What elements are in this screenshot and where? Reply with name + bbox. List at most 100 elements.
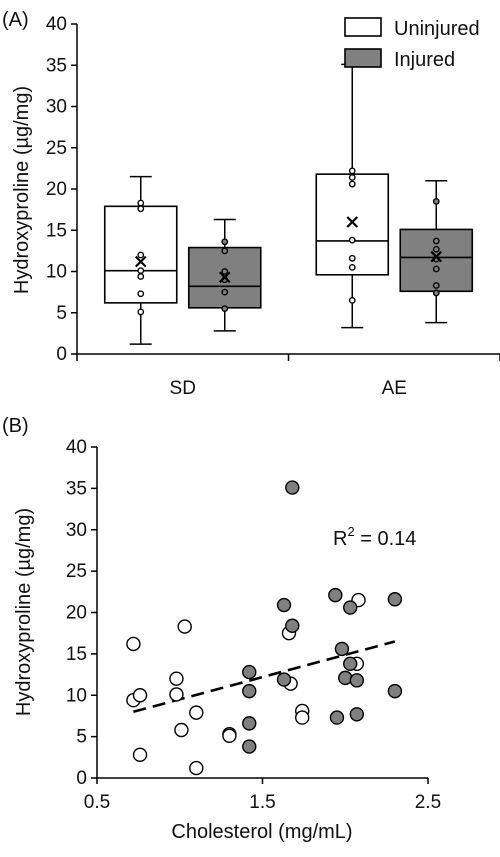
data-point: [137, 273, 145, 280]
y-tick-label: 35: [46, 55, 67, 76]
scatter-point-open: [189, 705, 204, 720]
panel-b-x-axis: 0.5 1.5 2.5: [84, 777, 441, 813]
box-uninjured-sd: [103, 175, 178, 345]
scatter-point-filled: [276, 672, 292, 687]
y-tick-label: 30: [66, 520, 87, 541]
data-point: [348, 167, 356, 175]
data-point: [137, 199, 145, 207]
scatter-point-open: [126, 636, 141, 652]
scatter-point-open: [189, 760, 204, 776]
data-point: [348, 180, 356, 188]
data-point: [348, 236, 356, 244]
data-point: [137, 205, 145, 213]
scatter-point-filled: [242, 683, 257, 699]
x-tick-label: SD: [170, 378, 196, 399]
x-tick-label: 1.5: [249, 792, 275, 813]
panel-b-x-axis-label: Cholesterol (mg/mL): [171, 821, 352, 843]
y-tick-label: 20: [46, 179, 67, 200]
data-point: [432, 289, 440, 297]
scatter-points: [126, 480, 403, 776]
panel-b-y-axis: 0 5 10 15 20 25 30 35 40: [66, 437, 98, 789]
data-point: [221, 288, 229, 296]
scatter-point-filled: [349, 673, 365, 688]
panel-a-label: (A): [2, 9, 29, 31]
data-point: [221, 238, 229, 246]
y-tick-label: 5: [56, 303, 67, 324]
y-tick-label: 5: [76, 727, 87, 748]
y-tick-label: 20: [66, 603, 87, 624]
panel-b-y-axis-label: Hydroxyproline (µg/mg): [13, 508, 35, 716]
scatter-point-filled: [328, 587, 343, 603]
data-point: [432, 245, 440, 253]
y-tick-label: 15: [46, 220, 67, 241]
data-point: [137, 267, 145, 275]
data-point: [137, 290, 145, 298]
panel-a-legend: Uninjured Injured: [344, 17, 480, 71]
data-point: [348, 174, 356, 181]
legend-label-uninjured: Uninjured: [394, 18, 480, 40]
panel-b: (B) Hydroxyproline (µg/mg) 0 5 10 15 20 25 30 3…: [2, 415, 441, 843]
panel-a-y-axis-label: Hydroxyproline (µg/mg): [11, 86, 33, 294]
panel-a-boxes: [103, 63, 474, 345]
scatter-point-open: [174, 722, 189, 738]
y-tick-label: 40: [66, 437, 87, 458]
panel-b-label: (B): [2, 415, 29, 437]
scatter-point-open: [222, 728, 237, 743]
scatter-point-open: [132, 688, 148, 703]
data-point: [348, 263, 356, 271]
y-tick-label: 40: [46, 14, 67, 35]
box-injured-ae: [399, 180, 474, 324]
scatter-point-filled: [387, 683, 403, 699]
y-tick-label: 35: [66, 478, 87, 499]
y-tick-label: 25: [66, 561, 87, 582]
mean-marker: [134, 255, 147, 268]
legend-swatch-uninjured: [344, 17, 382, 37]
x-tick-label: 0.5: [84, 792, 110, 813]
scatter-point-open: [132, 747, 148, 763]
data-point: [348, 254, 356, 262]
y-tick-label: 30: [46, 97, 67, 118]
scatter-point-filled: [329, 710, 345, 725]
scatter-point-filled: [387, 592, 403, 607]
scatter-point-filled: [242, 739, 257, 754]
scatter-point-open: [295, 710, 310, 725]
y-tick-label: 15: [66, 644, 87, 665]
data-point: [221, 247, 229, 255]
x-tick-label: AE: [382, 378, 407, 399]
data-point: [432, 237, 440, 245]
legend-swatch-injured: [344, 48, 382, 68]
y-tick-label: 0: [76, 768, 87, 789]
y-tick-label: 10: [66, 685, 87, 706]
mean-marker: [346, 216, 359, 228]
scatter-point-filled: [334, 641, 350, 657]
scatter-point-filled: [338, 670, 353, 686]
scatter-point-filled: [242, 664, 257, 680]
scatter-point-open: [177, 619, 192, 634]
panel-a: (A) Hydroxyproline (µg/mg) 0 5 10 15 20 25 30 3…: [2, 9, 500, 399]
box-uninjured-ae: [315, 63, 390, 329]
mean-marker: [218, 271, 231, 284]
panel-a-x-axis: SD AE: [76, 353, 500, 399]
scatter-point-filled: [276, 597, 292, 613]
r-squared-superscript: 2: [347, 524, 354, 539]
mean-marker: [430, 250, 443, 263]
scatter-point-filled: [343, 656, 358, 672]
r-squared-value: = 0.14: [355, 528, 417, 550]
r-squared-base: R: [333, 528, 347, 550]
y-tick-label: 25: [46, 138, 67, 159]
panel-a-y-axis: 0 5 10 15 20 25 30 35 40: [46, 14, 78, 365]
legend-label-injured: Injured: [394, 49, 455, 71]
y-tick-label: 10: [46, 262, 67, 283]
data-point: [348, 296, 356, 304]
scatter-point-open: [169, 687, 184, 702]
scatter-point-filled: [349, 707, 365, 722]
data-point: [432, 197, 440, 205]
box-injured-sd: [187, 218, 262, 332]
data-point: [137, 251, 145, 259]
r-squared-annotation: R2 = 0.14: [333, 524, 416, 550]
data-point: [432, 265, 440, 273]
scatter-point-filled: [242, 716, 257, 731]
scatter-point-filled: [285, 480, 300, 495]
data-point: [221, 268, 229, 275]
